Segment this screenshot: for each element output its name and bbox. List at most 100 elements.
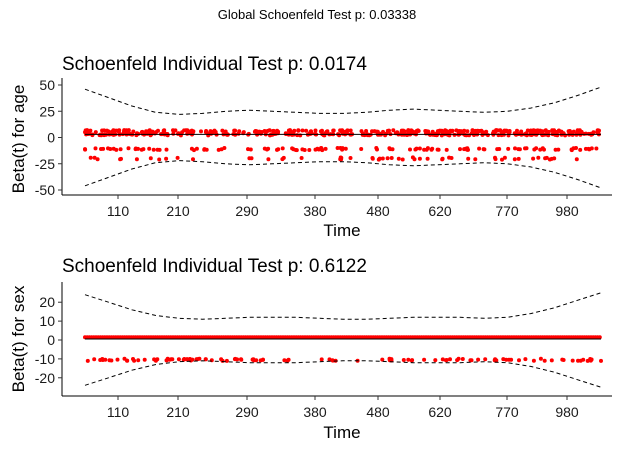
- panel-sex-ytick-label: 10: [39, 313, 55, 329]
- panel-sex-xtick-label: 210: [166, 404, 190, 420]
- panel-sex: Schoenfeld Individual Test p: 0.6122 Bet…: [9, 256, 612, 442]
- panel-age-point: [164, 147, 169, 152]
- panel-age-point: [440, 157, 445, 162]
- panel-age-point: [536, 155, 541, 160]
- panel-age-point: [92, 155, 97, 160]
- panel-sex-point: [549, 358, 554, 363]
- panel-age-point: [589, 146, 594, 151]
- panel-age-point: [370, 156, 375, 160]
- panel-age-point: [380, 156, 385, 161]
- panel-sex-point: [476, 357, 481, 362]
- panel-age-point: [540, 133, 545, 138]
- panel-age-point: [377, 156, 382, 161]
- panel-age-point: [430, 146, 435, 151]
- panel-age-point: [313, 147, 318, 152]
- panel-age-point: [299, 156, 304, 160]
- global-test-title: Global Schoenfeld Test p: 0.03338: [218, 7, 417, 22]
- panel-age-point: [175, 155, 180, 160]
- panel-sex-point: [194, 357, 199, 362]
- panel-age-point: [171, 131, 176, 136]
- panel-age-point: [183, 128, 188, 133]
- panel-age-point-band: [83, 146, 599, 153]
- panel-age-point: [95, 157, 100, 162]
- panel-age-point: [481, 147, 486, 152]
- panel-age-xtick-label: 770: [495, 203, 519, 219]
- panel-sex-point: [131, 357, 135, 361]
- panel-sex-point: [125, 358, 129, 363]
- panel-age-point: [111, 128, 116, 133]
- panel-age-point: [531, 156, 536, 161]
- panel-sex-x-ticks: 110 210 290 380 480 620 770 980: [107, 396, 579, 420]
- panel-age-point: [473, 157, 478, 162]
- panel-age-point: [502, 155, 507, 160]
- panel-age-xtick-label: 380: [303, 203, 327, 219]
- panel-age-point: [343, 146, 348, 151]
- panel-sex-ylabel: Beta(t) for sex: [9, 285, 28, 392]
- panel-age-ylabel: Beta(t) for age: [9, 85, 28, 194]
- panel-sex-point: [589, 357, 594, 362]
- panel-sex-xtick-label: 770: [495, 404, 519, 420]
- panel-sex-point: [155, 357, 160, 362]
- panel-age-point: [266, 157, 271, 162]
- panel-age-point: [280, 146, 285, 151]
- panel-age-lower-band: [84, 160, 602, 189]
- panel-sex-ytick-label: -20: [35, 370, 55, 386]
- panel-age-point: [102, 133, 107, 138]
- panel-age-point: [348, 156, 353, 160]
- panel-age-point: [450, 128, 455, 133]
- panel-sex-point: [319, 357, 324, 362]
- panel-sex-point: [448, 357, 452, 362]
- panel-sex-point: [561, 358, 566, 362]
- panel-age-point: [388, 147, 393, 152]
- panel-age-point: [151, 147, 156, 152]
- panel-age-point: [233, 128, 238, 133]
- panel-age-point: [513, 146, 517, 151]
- panel-age-point: [139, 147, 144, 152]
- panel-age-point: [300, 128, 305, 133]
- panel-age-point: [439, 128, 444, 133]
- panel-sex-point: [109, 358, 114, 363]
- panel-sex-point: [182, 357, 187, 361]
- panel-age-point: [412, 157, 417, 162]
- panel-sex-xlabel: Time: [323, 423, 360, 442]
- panel-age-point: [543, 128, 548, 133]
- panel-sex-point: [599, 358, 603, 363]
- panel-age-point: [454, 128, 459, 133]
- panel-age-ytick-label: 0: [47, 130, 55, 146]
- panel-age-point: [485, 133, 490, 138]
- panel-age-point: [499, 133, 504, 138]
- panel-sex-point: [387, 358, 392, 363]
- panel-age-point: [449, 156, 454, 160]
- panel-age-point: [246, 147, 250, 152]
- panel-age-point: [204, 147, 209, 152]
- panel-age-point: [348, 128, 353, 133]
- panel-sex-point-band: [83, 335, 602, 340]
- panel-age-marks: [83, 86, 602, 189]
- panel-age-point: [249, 156, 254, 161]
- panel-age-point-band: [83, 128, 601, 135]
- panel-age-point: [414, 129, 419, 133]
- panel-age-point: [335, 146, 340, 150]
- panel-sex-point: [504, 357, 509, 362]
- panel-age-point: [122, 128, 127, 133]
- panel-age-point: [136, 146, 140, 151]
- panel-age-point: [374, 146, 379, 150]
- panel-sex-xtick-label: 480: [366, 404, 390, 420]
- panel-age-point: [391, 128, 396, 133]
- panel-age-point: [93, 130, 98, 135]
- panel-sex-lower-band: [84, 360, 602, 388]
- panel-age-point: [271, 129, 276, 133]
- panel-sex-point: [190, 357, 195, 362]
- panel-age-point: [417, 146, 422, 151]
- panel-sex-point: [185, 357, 190, 362]
- panel-age-point: [87, 131, 92, 136]
- panel-age-point: [506, 146, 511, 151]
- panel-sex-point: [460, 357, 465, 361]
- panel-sex-point: [92, 357, 97, 362]
- panel-age-point: [583, 131, 588, 136]
- panel-age-point: [540, 146, 545, 151]
- panel-age-ytick-label: -50: [35, 182, 55, 198]
- panel-age-point: [117, 128, 122, 133]
- panel-sex-point: [176, 357, 181, 362]
- panel-age-point: [147, 128, 152, 133]
